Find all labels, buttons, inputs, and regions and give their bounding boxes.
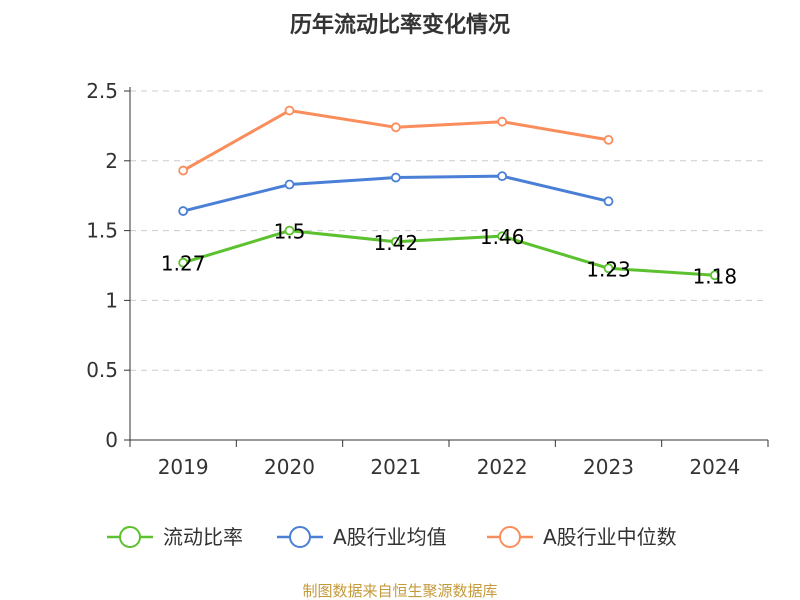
y-tick-label: 2.5 [86, 79, 118, 103]
legend-marker [119, 526, 141, 548]
x-tick-label: 2019 [158, 455, 209, 479]
data-point [603, 196, 614, 207]
data-point [709, 270, 720, 281]
data-label: 1.5 [274, 220, 306, 244]
source-note: 制图数据来自恒生聚源数据库 [302, 582, 497, 600]
data-point [284, 225, 295, 236]
data-label: 1.23 [586, 257, 631, 281]
legend-label: A股行业均值 [333, 525, 447, 549]
chart-title: 历年流动比率变化情况 [290, 12, 510, 38]
y-tick-label: 0 [105, 428, 118, 452]
legend-marker [289, 526, 311, 548]
y-tick-label: 1.5 [86, 219, 118, 243]
legend-item[interactable]: A股行业中位数 [487, 525, 677, 549]
legend-item[interactable]: A股行业均值 [277, 525, 447, 549]
data-point [603, 134, 614, 145]
data-point [390, 236, 401, 247]
data-point [497, 231, 508, 242]
series-group [178, 105, 720, 281]
data-label: 1.46 [480, 225, 525, 249]
series-line [182, 229, 715, 277]
x-tick-label: 2024 [689, 455, 740, 479]
legend-label: 流动比率 [163, 525, 243, 549]
x-tick-label: 2021 [370, 455, 421, 479]
series-line [182, 109, 609, 172]
data-point [178, 257, 189, 268]
data-point [603, 263, 614, 274]
data-point [178, 165, 189, 176]
data-label: 1.42 [374, 231, 419, 255]
data-label: 1.18 [693, 264, 738, 288]
y-tick-label: 0.5 [86, 358, 118, 382]
data-point [497, 171, 508, 182]
data-point [284, 105, 295, 116]
legend-marker [499, 526, 521, 548]
x-tick-label: 2023 [583, 455, 634, 479]
legend-label: A股行业中位数 [543, 525, 677, 549]
data-point [390, 122, 401, 133]
data-label: 1.27 [161, 252, 206, 276]
grid-lines [130, 90, 768, 371]
y-tick-label: 1 [105, 288, 118, 312]
axes: 0 0.5 1 1.5 2 2.5 2019 2020 2021 2022 2023 2024 [86, 79, 769, 479]
data-point [390, 172, 401, 183]
legend[interactable]: 流动比率 A股行业均值 A股行业中位数 [107, 525, 677, 549]
x-tick-label: 2020 [264, 455, 315, 479]
data-labels: 1.27 1.5 1.42 1.46 1.23 1.18 [161, 220, 737, 289]
data-point [284, 179, 295, 190]
data-point [497, 116, 508, 127]
x-tick-label: 2022 [477, 455, 528, 479]
data-point [178, 206, 189, 216]
y-tick-label: 2 [105, 149, 118, 173]
legend-item[interactable]: 流动比率 [107, 525, 243, 549]
